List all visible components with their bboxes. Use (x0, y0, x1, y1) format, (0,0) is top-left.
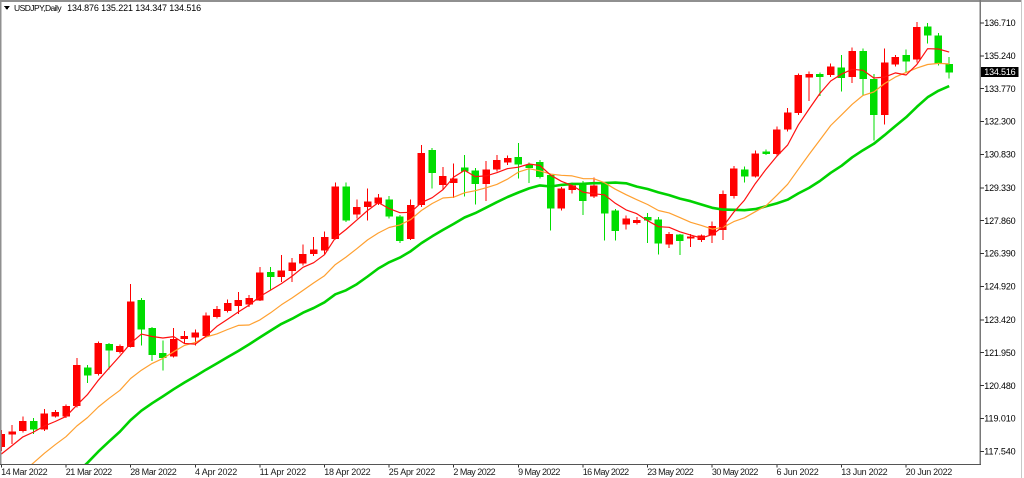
svg-text:129.330: 129.330 (984, 183, 1015, 193)
svg-text:126.390: 126.390 (984, 249, 1015, 259)
svg-text:124.920: 124.920 (984, 282, 1015, 292)
svg-text:121.950: 121.950 (984, 348, 1015, 358)
svg-text:23 May 2022: 23 May 2022 (647, 467, 694, 477)
svg-text:6 Jun 2022: 6 Jun 2022 (777, 467, 819, 477)
svg-text:28 Mar 2022: 28 Mar 2022 (130, 467, 177, 477)
svg-text:123.420: 123.420 (984, 315, 1015, 325)
svg-text:2 May 2022: 2 May 2022 (453, 467, 495, 477)
svg-text:134.876 135.221 134.347 134.51: 134.876 135.221 134.347 134.516 (67, 3, 201, 13)
svg-text:136.710: 136.710 (984, 18, 1015, 28)
svg-text:30 May 2022: 30 May 2022 (712, 467, 759, 477)
svg-text:132.300: 132.300 (984, 117, 1015, 127)
svg-text:130.830: 130.830 (984, 150, 1015, 160)
svg-text:20 Jun 2022: 20 Jun 2022 (906, 467, 953, 477)
svg-text:4 Apr 2022: 4 Apr 2022 (195, 467, 237, 477)
svg-text:119.010: 119.010 (984, 414, 1015, 424)
svg-text:133.770: 133.770 (984, 84, 1015, 94)
svg-text:134.516: 134.516 (984, 67, 1015, 77)
svg-text:120.480: 120.480 (984, 381, 1015, 391)
svg-text:117.540: 117.540 (984, 447, 1015, 457)
svg-text:21 Mar 2022: 21 Mar 2022 (66, 467, 113, 477)
svg-text:16 May 2022: 16 May 2022 (583, 467, 630, 477)
svg-text:11 Apr 2022: 11 Apr 2022 (260, 467, 307, 477)
svg-text:13 Jun 2022: 13 Jun 2022 (841, 467, 888, 477)
svg-text:9 May 2022: 9 May 2022 (518, 467, 560, 477)
svg-text:USDJPY,Daily: USDJPY,Daily (14, 3, 62, 13)
svg-text:127.860: 127.860 (984, 216, 1015, 226)
svg-text:14 Mar 2022: 14 Mar 2022 (1, 467, 48, 477)
svg-text:135.240: 135.240 (984, 51, 1015, 61)
svg-text:18 Apr 2022: 18 Apr 2022 (324, 467, 371, 477)
svg-text:25 Apr 2022: 25 Apr 2022 (389, 467, 436, 477)
